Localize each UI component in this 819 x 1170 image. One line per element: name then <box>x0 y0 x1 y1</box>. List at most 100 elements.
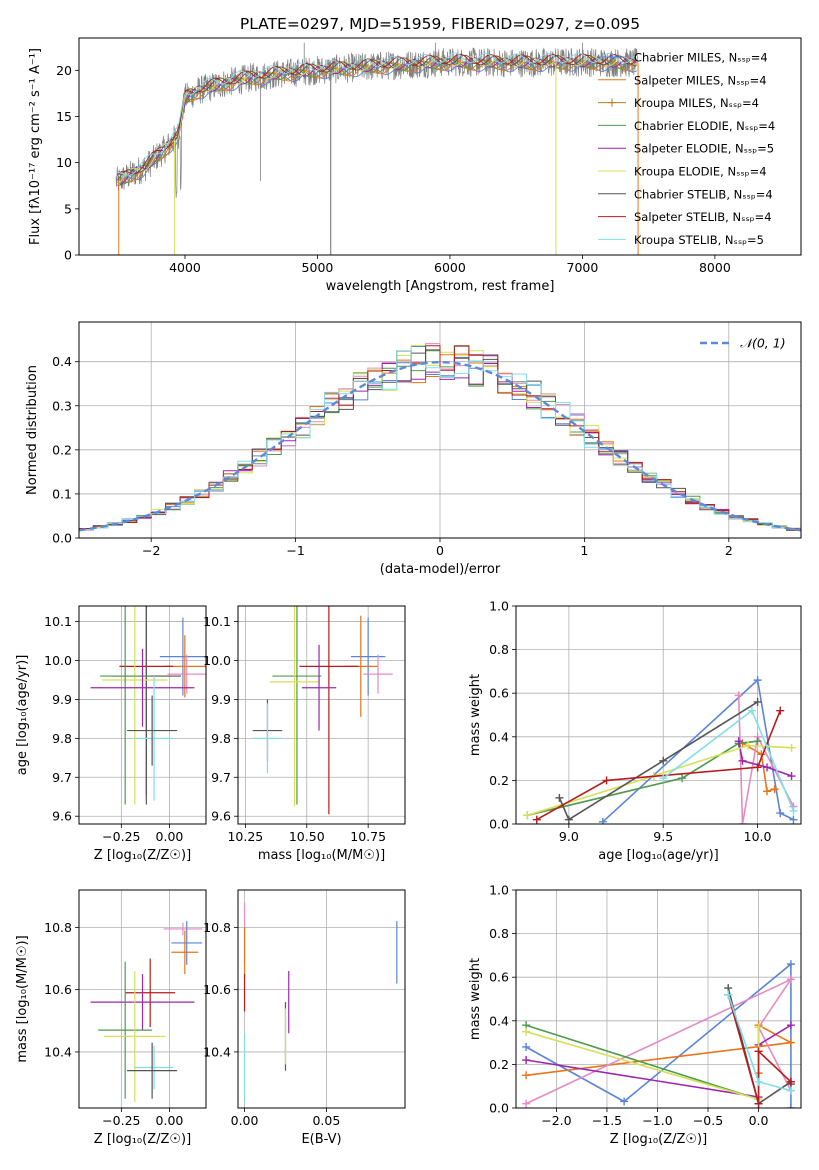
mass-weight-line-7 <box>536 710 781 821</box>
mass-weight-marker <box>763 787 772 796</box>
mass-weight-marker <box>659 756 668 765</box>
x-tick-label: 9.5 <box>653 829 673 844</box>
axes-frame <box>237 889 406 1109</box>
y-tick-label: 15 <box>56 109 72 124</box>
y-axis-label: age [log₁₀(age/yr)] <box>15 655 30 776</box>
mass-weight-marker <box>659 774 668 783</box>
mass-weight-marker <box>786 1104 795 1108</box>
mass-weight-marker <box>678 774 687 783</box>
axes-frame <box>78 889 207 1109</box>
normal-reference-curve <box>79 360 801 532</box>
x-tick-label: −1.0 <box>642 1113 672 1128</box>
mass-weight-line-1 <box>742 742 775 793</box>
residual-histogram-8 <box>79 350 801 530</box>
mass-weight-marker <box>789 815 798 824</box>
legend-marker <box>608 53 616 61</box>
y-tick-label: 0.6 <box>489 686 509 701</box>
plot-area <box>90 921 203 1102</box>
mass-weight-marker <box>776 706 785 715</box>
mass-weight-line-6 <box>558 701 759 821</box>
x-tick-label: 5000 <box>302 260 334 275</box>
panel-massweight-vs-Z: −2.0 −1.5 −1.0 −0.5 0.0 0.0 0.2 0.4 0.6 0.8 1.0 Z [… <box>468 883 802 1147</box>
gridlines <box>79 890 206 1108</box>
mass-weight-marker <box>786 960 795 969</box>
mass-weight-marker <box>747 706 756 715</box>
x-tick-label: 7000 <box>567 260 599 275</box>
plot-area <box>522 960 795 1108</box>
mass-weight-marker <box>738 820 747 824</box>
mass-weight-marker <box>522 1042 531 1051</box>
y-tick-label: 0.0 <box>52 531 72 546</box>
model-fit-line <box>117 53 638 175</box>
mass-weight-line-2 <box>525 977 794 1105</box>
y-tick-label: 0.0 <box>489 817 509 832</box>
y-tick-label: 0.8 <box>489 642 509 657</box>
x-tick-label: −2.0 <box>541 1113 571 1128</box>
x-tick-label: 10.75 <box>350 829 386 844</box>
y-tick-label: 9.6 <box>52 809 72 824</box>
x-tick-label: −1.5 <box>592 1113 622 1128</box>
x-tick-label: 0.00 <box>231 1113 259 1128</box>
y-tick-label: 0.2 <box>489 1057 509 1072</box>
panel-age-vs-mass: 10.25 10.50 10.75 9.6 9.7 9.8 9.9 10.0 10.1 mass … <box>203 605 406 863</box>
mass-weight-marker <box>753 697 762 706</box>
y-axis-label: Flux [fλ10⁻¹⁷ erg cm⁻² s⁻¹ A⁻¹] <box>28 48 43 245</box>
y-tick-label: 0.4 <box>489 729 509 744</box>
axes-frame <box>78 321 802 539</box>
legend-label: Salpeter ELODIE, Nₛₛₚ=5 <box>634 142 774 156</box>
y-axis-label: mass weight <box>468 674 483 756</box>
mass-weight-marker <box>786 975 795 984</box>
x-tick-label: 2 <box>725 543 733 558</box>
x-axis-label: mass [log₁₀(M/M☉)] <box>258 848 385 863</box>
mass-weight-marker <box>786 1086 795 1095</box>
model-fit-line <box>117 54 637 181</box>
y-tick-label: 0.4 <box>489 1013 509 1028</box>
mass-weight-marker <box>786 1038 795 1047</box>
y-tick-label: 10.0 <box>44 653 72 668</box>
mass-weight-marker <box>602 776 611 785</box>
x-tick-label: −2 <box>142 543 160 558</box>
x-axis-label: E(B-V) <box>301 1132 341 1147</box>
mass-weight-marker <box>786 1021 795 1030</box>
mass-weight-marker <box>770 785 779 794</box>
x-tick-label: −1 <box>286 543 304 558</box>
mass-weight-marker <box>789 806 798 815</box>
x-axis-label: wavelength [Angstrom, rest frame] <box>326 279 555 294</box>
mass-weight-marker <box>522 1099 531 1108</box>
x-tick-label: 10.0 <box>744 829 772 844</box>
y-tick-label: 9.8 <box>211 731 231 746</box>
axes-frame <box>515 889 802 1109</box>
y-tick-label: 10.1 <box>44 614 72 629</box>
axes-frame <box>515 605 802 825</box>
x-tick-label: 0.05 <box>312 1113 340 1128</box>
mass-weight-marker <box>564 815 573 824</box>
gridlines <box>79 606 206 824</box>
observed-spectrum-line <box>115 47 639 199</box>
y-axis-label: mass [log₁₀(M/M☉)] <box>15 935 30 1062</box>
y-tick-label: 20 <box>56 63 72 78</box>
y-tick-label: 0.4 <box>52 354 72 369</box>
y-tick-label: 0.0 <box>489 1101 509 1116</box>
x-tick-label: 10.25 <box>227 829 263 844</box>
y-tick-label: 10.4 <box>203 1044 231 1059</box>
x-tick-label: 8000 <box>699 260 731 275</box>
y-tick-label: 0 <box>64 248 72 263</box>
mass-weight-marker <box>598 817 607 824</box>
mass-weight-marker <box>522 1071 531 1080</box>
legend-label: Kroupa STELIB, Nₛₛₚ=5 <box>634 233 764 247</box>
y-tick-label: 0.2 <box>52 442 72 457</box>
mass-weight-marker <box>532 815 541 824</box>
mass-weight-marker <box>753 763 762 772</box>
mass-weight-marker <box>754 1023 763 1032</box>
mass-weight-marker <box>753 676 762 685</box>
residual-histogram-7 <box>79 345 801 529</box>
y-tick-label: 1.0 <box>489 883 509 898</box>
mass-weight-marker <box>776 809 785 818</box>
y-axis-label: Normed distribution <box>25 365 40 495</box>
mass-weight-marker <box>754 1099 763 1108</box>
y-tick-label: 10.0 <box>203 653 231 668</box>
y-tick-label: 9.7 <box>211 770 231 785</box>
x-axis-label: (data-model)/error <box>380 562 501 577</box>
